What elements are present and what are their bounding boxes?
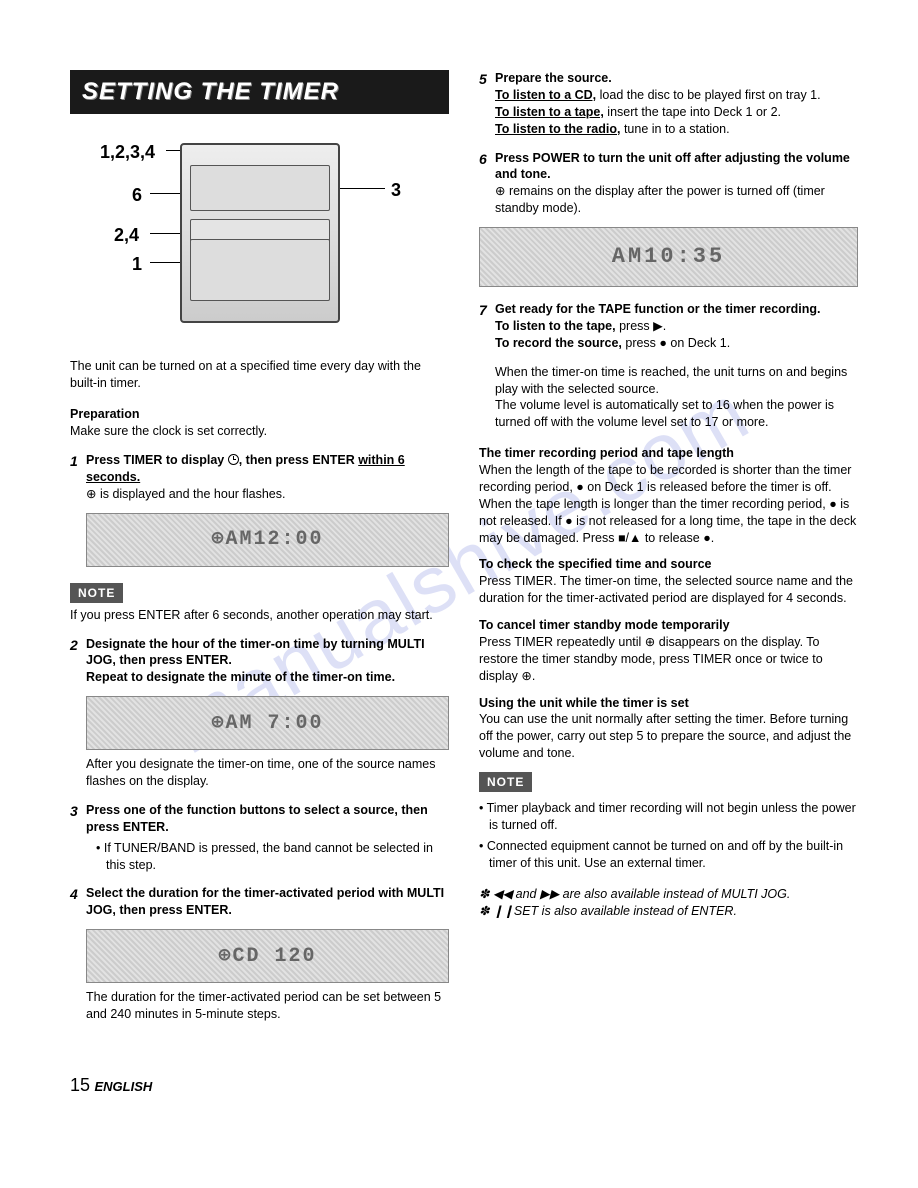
right-column: 5 Prepare the source. To listen to a CD,… [479,70,858,1023]
check-time-heading: To check the specified time and source [479,556,858,573]
line-text: press ▶. [616,319,667,333]
note-2-bullet-1: • Timer playback and timer recording wil… [489,800,858,834]
step-title: Press TIMER to display , then press ENTE… [86,453,405,484]
step-2: 2 Designate the hour of the timer-on tim… [70,636,449,687]
step-title: Press one of the function buttons to sel… [86,802,449,836]
cancel-standby-body: Press TIMER repeatedly until ⊕ disappear… [479,634,858,685]
tape-length-p1: When the length of the tape to be record… [479,462,858,496]
step-5: 5 Prepare the source. To listen to a CD,… [479,70,858,138]
step-6-after: ⊕ remains on the display after the power… [495,183,858,217]
tape-length-heading: The timer recording period and tape leng… [479,445,858,462]
check-time-body: Press TIMER. The timer-on time, the sele… [479,573,858,607]
step-1: 1 Press TIMER to display , then press EN… [70,452,449,503]
bullet-text: If TUNER/BAND is pressed, the band canno… [104,841,433,872]
step-number: 5 [479,70,495,138]
stereo-illustration [180,143,340,323]
step-title: Designate the hour of the timer-on time … [86,636,449,687]
step-4: 4 Select the duration for the timer-acti… [70,885,449,919]
note-tag: NOTE [70,583,123,603]
section-title: SETTING THE TIMER [70,70,449,114]
callout-24: 2,4 [114,223,139,247]
line-text: load the disc to be played first on tray… [596,88,820,102]
underline-text: To listen to a CD, [495,88,596,102]
callout-6: 6 [132,183,142,207]
page-number: 15 [70,1075,90,1095]
step-5-line-3: To listen to the radio, tune in to a sta… [495,121,858,138]
line-text: press ● on Deck 1. [622,336,730,350]
lcd-display-2: ⊕AM 7:00 [86,696,449,750]
bold-text: To listen to the tape, [495,319,616,333]
line-text: tune in to a station. [620,122,729,136]
step-6: 6 Press POWER to turn the unit off after… [479,150,858,218]
step-4-after: The duration for the timer-activated per… [86,989,449,1023]
clock-icon [228,454,239,465]
footnote-2: ✽ ❙❙SET is also available instead of ENT… [479,903,858,920]
step-7-line-1: To listen to the tape, press ▶. [495,318,858,335]
step-title-a: Press TIMER to display [86,453,228,467]
footnote-1: ✽ ◀◀ and ▶▶ are also available instead o… [479,886,858,903]
footnote-text: ◀◀ and ▶▶ are also available instead of … [493,887,790,901]
callout-3: 3 [391,178,401,202]
note-1-body: If you press ENTER after 6 seconds, anot… [70,607,449,624]
step-7: 7 Get ready for the TAPE function or the… [479,301,858,431]
using-unit-body: You can use the unit normally after sett… [479,711,858,762]
step-3-bullet: • If TUNER/BAND is pressed, the band can… [106,840,449,874]
step-title: Get ready for the TAPE function or the t… [495,301,858,318]
bullet-text: Connected equipment cannot be turned on … [487,839,843,870]
step-7-p1: When the timer-on time is reached, the u… [495,364,858,398]
lcd-display-1: ⊕AM12:00 [86,513,449,567]
callout-1234: 1,2,3,4 [100,140,155,164]
underline-text: To listen to a tape, [495,105,604,119]
step-number: 2 [70,636,86,687]
page-language: ENGLISH [94,1079,152,1094]
step-number: 1 [70,452,86,503]
step-number: 4 [70,885,86,919]
using-unit-heading: Using the unit while the timer is set [479,695,858,712]
step-7-line-2: To record the source, press ● on Deck 1. [495,335,858,352]
stereo-diagram: 1,2,3,4 6 2,4 1 3 [70,128,449,338]
step-5-line-1: To listen to a CD, load the disc to be p… [495,87,858,104]
step-title: Select the duration for the timer-activa… [86,885,449,919]
page-footer: 15 ENGLISH [70,1073,858,1098]
lcd-display-3: ⊕CD 120 [86,929,449,983]
step-after: ⊕ is displayed and the hour flashes. [86,486,449,503]
note-tag-2: NOTE [479,772,532,792]
intro-text: The unit can be turned on at a specified… [70,358,449,392]
tape-length-p2: When the tape length is longer than the … [479,496,858,547]
cancel-standby-heading: To cancel timer standby mode temporarily [479,617,858,634]
lcd-display-4: AM10:35 [479,227,858,287]
step-3: 3 Press one of the function buttons to s… [70,802,449,874]
callout-1: 1 [132,252,142,276]
note-2-bullet-2: • Connected equipment cannot be turned o… [489,838,858,872]
left-column: SETTING THE TIMER 1,2,3,4 6 2,4 1 3 The … [70,70,449,1023]
step-5-line-2: To listen to a tape, insert the tape int… [495,104,858,121]
bullet-text: Timer playback and timer recording will … [487,801,856,832]
step-7-p2: The volume level is automatically set to… [495,397,858,431]
line-text: insert the tape into Deck 1 or 2. [604,105,781,119]
footnote-text: ❙❙SET is also available instead of ENTER… [493,904,737,918]
step-number: 6 [479,150,495,218]
preparation-body: Make sure the clock is set correctly. [70,423,449,440]
step-title: Press POWER to turn the unit off after a… [495,150,858,184]
preparation-heading: Preparation [70,406,449,423]
step-title: Prepare the source. [495,70,858,87]
underline-text: To listen to the radio, [495,122,620,136]
step-number: 3 [70,802,86,874]
step-2-after: After you designate the timer-on time, o… [86,756,449,790]
bold-text: To record the source, [495,336,622,350]
step-number: 7 [479,301,495,431]
step-title-b: , then press ENTER [239,453,358,467]
